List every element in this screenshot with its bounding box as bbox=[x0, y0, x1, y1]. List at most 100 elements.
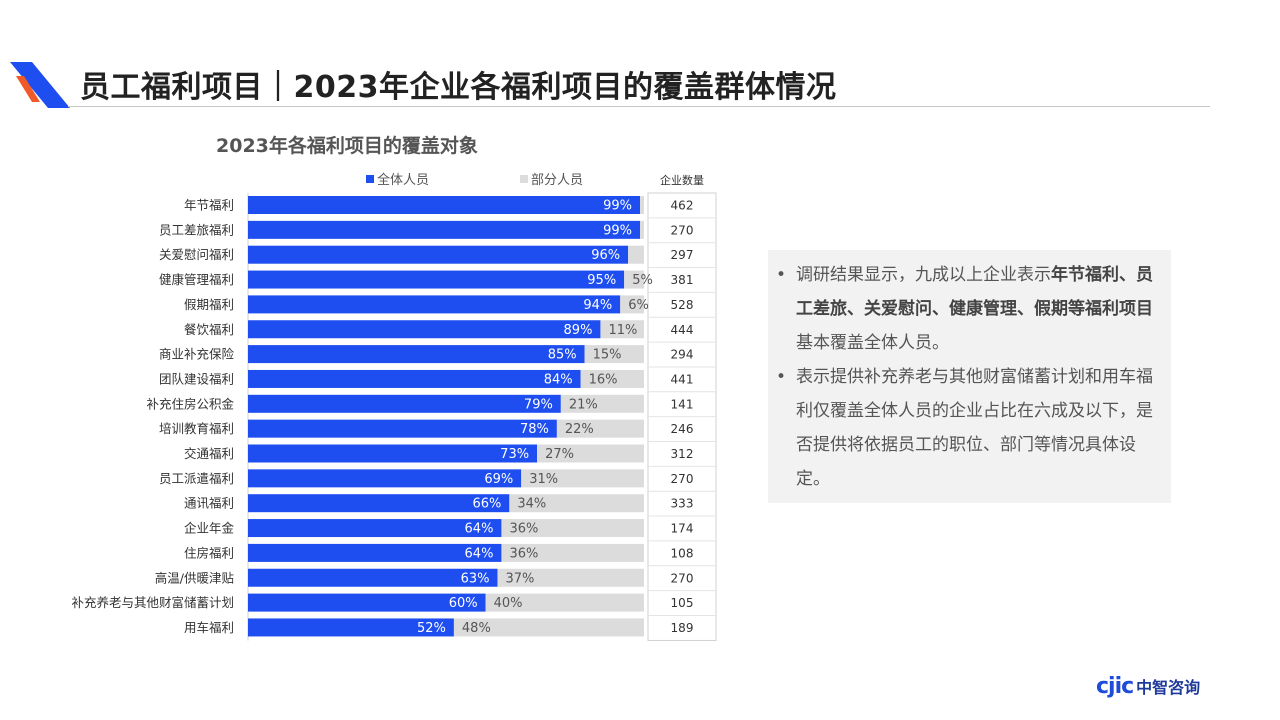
data-label-partial: 11% bbox=[608, 323, 637, 338]
data-label-partial: 5% bbox=[632, 273, 653, 288]
bar-full-staff bbox=[248, 394, 561, 413]
company-count: 270 bbox=[671, 472, 694, 486]
bullet-text-run: 表示提供补充养老与其他财富储蓄计划和用车福利仅覆盖全体人员的企业占比在六成及以下… bbox=[796, 367, 1153, 489]
data-label-full: 78% bbox=[520, 422, 549, 437]
company-count: 246 bbox=[671, 422, 694, 436]
legend-swatch-partial bbox=[520, 175, 528, 183]
category-label: 餐饮福利 bbox=[184, 322, 234, 337]
bar-partial-staff bbox=[501, 543, 644, 562]
bar-partial-staff bbox=[509, 494, 644, 513]
bullet-text-run: 基本覆盖全体人员。 bbox=[796, 333, 949, 353]
bar-full-staff bbox=[248, 270, 625, 289]
legend-swatch-full bbox=[366, 175, 374, 183]
bar-partial-staff bbox=[521, 469, 644, 488]
insight-bullet-2: 表示提供补充养老与其他财富储蓄计划和用车福利仅覆盖全体人员的企业占比在六成及以下… bbox=[796, 360, 1156, 496]
category-label: 通讯福利 bbox=[184, 496, 234, 511]
data-label-full: 64% bbox=[465, 546, 494, 561]
category-label: 高温/供暖津贴 bbox=[155, 570, 234, 585]
data-label-full: 84% bbox=[544, 372, 573, 387]
bar-partial-staff bbox=[453, 618, 644, 637]
data-label-full: 85% bbox=[548, 348, 577, 363]
bar-full-staff bbox=[248, 419, 557, 438]
bar-full-staff bbox=[248, 469, 522, 488]
data-label-full: 52% bbox=[417, 621, 446, 636]
bar-partial-staff bbox=[497, 568, 644, 587]
bar-full-staff bbox=[248, 543, 502, 562]
data-label-partial: 34% bbox=[517, 497, 546, 512]
bar-full-staff bbox=[248, 618, 454, 637]
category-label: 交通福利 bbox=[184, 446, 234, 461]
data-label-full: 69% bbox=[484, 472, 513, 487]
bar-partial-staff bbox=[580, 369, 644, 388]
bar-partial-staff bbox=[628, 245, 644, 264]
chart-title: 2023年各福利项目的覆盖对象 bbox=[216, 135, 478, 157]
brand-name: 中智咨询 bbox=[1136, 678, 1201, 697]
data-label-full: 63% bbox=[461, 571, 490, 586]
category-label: 员工差旅福利 bbox=[159, 222, 234, 237]
category-label: 企业年金 bbox=[184, 521, 235, 536]
bullet-marker: • bbox=[776, 367, 787, 387]
data-label-partial: 16% bbox=[589, 372, 618, 387]
company-count: 105 bbox=[671, 596, 694, 610]
title-divider bbox=[68, 106, 1210, 107]
company-count: 444 bbox=[671, 323, 694, 337]
company-count: 294 bbox=[671, 348, 694, 362]
count-column-header: 企业数量 bbox=[660, 173, 704, 187]
bar-full-staff bbox=[248, 220, 641, 239]
category-label: 住房福利 bbox=[184, 545, 234, 560]
company-count: 441 bbox=[671, 372, 694, 386]
bar-full-staff bbox=[248, 593, 486, 612]
insight-bullet-1: 调研结果显示，九成以上企业表示年节福利、员工差旅、关爱慰问、健康管理、假期等福利… bbox=[796, 258, 1156, 360]
data-label-partial: 21% bbox=[569, 397, 598, 412]
category-label: 健康管理福利 bbox=[159, 272, 234, 287]
bar-full-staff bbox=[248, 196, 641, 214]
bar-partial-staff bbox=[620, 295, 644, 314]
bar-partial-staff bbox=[485, 593, 644, 612]
data-label-partial: 40% bbox=[494, 596, 523, 611]
bar-partial-staff bbox=[584, 345, 644, 364]
company-count: 381 bbox=[671, 273, 694, 287]
company-count: 270 bbox=[671, 223, 694, 237]
bar-partial-staff bbox=[501, 519, 644, 538]
category-label: 用车福利 bbox=[184, 620, 234, 635]
company-count: 462 bbox=[671, 199, 694, 213]
data-label-full: 96% bbox=[591, 248, 620, 263]
company-count: 189 bbox=[671, 621, 694, 635]
category-label: 假期福利 bbox=[184, 297, 234, 312]
company-count: 141 bbox=[671, 397, 694, 411]
data-label-partial: 31% bbox=[529, 472, 558, 487]
data-label-full: 79% bbox=[524, 397, 553, 412]
bullet-marker: • bbox=[776, 265, 787, 285]
brand-mark: cjic bbox=[1096, 673, 1134, 699]
category-label: 商业补充保险 bbox=[159, 347, 235, 362]
bar-partial-staff bbox=[624, 270, 644, 289]
company-count: 297 bbox=[671, 248, 694, 262]
data-label-full: 73% bbox=[500, 447, 529, 462]
data-label-full: 66% bbox=[472, 497, 501, 512]
data-label-partial: 15% bbox=[593, 348, 622, 363]
data-label-full: 99% bbox=[603, 199, 632, 214]
data-label-partial: 27% bbox=[545, 447, 574, 462]
data-label-full: 94% bbox=[583, 298, 612, 313]
bar-full-staff bbox=[248, 320, 601, 339]
brand-logo: cjic 中智咨询 bbox=[1096, 672, 1200, 700]
bar-full-staff bbox=[248, 494, 510, 513]
data-label-partial: 37% bbox=[505, 571, 534, 586]
category-label: 培训教育福利 bbox=[159, 421, 234, 436]
bar-full-staff bbox=[248, 345, 585, 364]
data-label-full: 60% bbox=[449, 596, 478, 611]
bar-partial-staff bbox=[640, 220, 644, 239]
company-count: 174 bbox=[671, 522, 694, 536]
bar-full-staff bbox=[248, 444, 538, 463]
bar-full-staff bbox=[248, 568, 498, 587]
company-count: 108 bbox=[671, 546, 694, 560]
category-label: 补充养老与其他财富储蓄计划 bbox=[71, 595, 234, 610]
company-count: 528 bbox=[671, 298, 694, 312]
company-count: 270 bbox=[671, 571, 694, 585]
logo-stripe-orange bbox=[16, 76, 40, 102]
bar-partial-staff bbox=[560, 394, 644, 413]
bar-partial-staff bbox=[600, 320, 644, 339]
insight-note-box: • 调研结果显示，九成以上企业表示年节福利、员工差旅、关爱慰问、健康管理、假期等… bbox=[768, 250, 1171, 503]
data-label-partial: 36% bbox=[509, 522, 538, 537]
